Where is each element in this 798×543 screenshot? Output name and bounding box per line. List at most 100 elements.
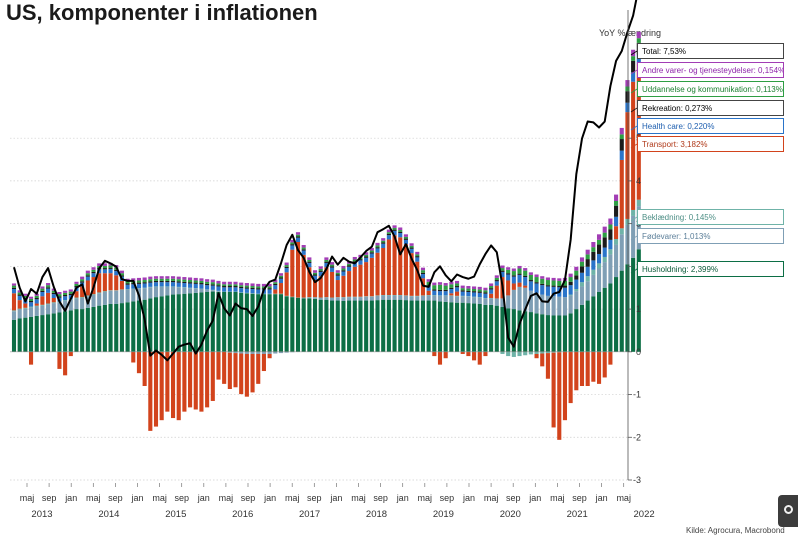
bar-segment-fode bbox=[57, 302, 62, 313]
bar-segment-health bbox=[136, 283, 142, 289]
bar-segment-transport bbox=[614, 226, 619, 240]
bar-segment-hush bbox=[148, 298, 153, 352]
bar-segment-fode bbox=[375, 295, 380, 301]
bar-segment-transport bbox=[596, 351, 602, 384]
bar-segment-uddannelse bbox=[636, 38, 641, 43]
bar-segment-fode bbox=[182, 287, 187, 294]
x-month-label: sep bbox=[307, 493, 322, 503]
bar-segment-transport bbox=[256, 353, 261, 384]
bar-segment-uddannelse bbox=[142, 280, 147, 283]
bar-segment-transport bbox=[23, 303, 28, 308]
bar-segment-rekreation bbox=[176, 281, 181, 283]
bar-segment-health bbox=[307, 262, 312, 268]
bar-segment-hush bbox=[619, 270, 624, 352]
bar-segment-uddannelse bbox=[222, 284, 227, 287]
bar-segment-uddannelse bbox=[188, 280, 193, 283]
bar-segment-hush bbox=[557, 315, 562, 352]
bar-segment-fode bbox=[619, 234, 624, 271]
bar-segment-andre bbox=[426, 279, 431, 282]
bar-segment-uddannelse bbox=[295, 234, 301, 237]
bar-segment-hush bbox=[295, 297, 301, 352]
legend-item-health: Health care: 0,220% bbox=[637, 118, 784, 134]
bar-segment-andre bbox=[511, 268, 516, 272]
bar-segment-health bbox=[596, 253, 602, 264]
bar-segment-rekreation bbox=[108, 267, 113, 269]
bar-segment-andre bbox=[188, 277, 193, 281]
bar-segment-rekreation bbox=[11, 287, 17, 290]
bar-segment-health bbox=[188, 283, 193, 288]
bar-segment-hush bbox=[165, 295, 170, 352]
bar-segment-bekl bbox=[545, 351, 550, 354]
bar-segment-hush bbox=[312, 298, 318, 352]
bar-segment-uddannelse bbox=[545, 280, 550, 286]
bar-segment-andre bbox=[415, 251, 420, 255]
bar-segment-hush bbox=[176, 294, 181, 352]
bar-segment-fode bbox=[596, 268, 602, 292]
bar-segment-hush bbox=[11, 319, 17, 352]
bar-segment-hush bbox=[205, 292, 210, 352]
bar-segment-hush bbox=[261, 294, 266, 352]
legend-item-hush: Husholdning: 2,399% bbox=[637, 261, 784, 277]
bar-segment-hush bbox=[562, 315, 568, 352]
x-month-label: jan bbox=[528, 493, 541, 503]
bar-segment-health bbox=[392, 230, 397, 236]
bar-segment-hush bbox=[244, 293, 249, 352]
y-tick-label: 4 bbox=[636, 176, 641, 186]
bar-segment-uddannelse bbox=[449, 284, 454, 288]
bar-segment-fode bbox=[267, 351, 272, 354]
bar-segment-fode bbox=[517, 286, 522, 311]
bar-segment-health bbox=[256, 289, 261, 294]
bar-segment-hush bbox=[381, 299, 386, 352]
bar-segment-andre bbox=[46, 283, 51, 286]
bar-segment-health bbox=[341, 271, 346, 276]
bar-segment-bekl bbox=[63, 300, 68, 301]
bar-segment-uddannelse bbox=[278, 275, 284, 278]
bar-segment-rekreation bbox=[625, 91, 630, 103]
bar-segment-rekreation bbox=[392, 229, 397, 231]
bar-segment-rekreation bbox=[596, 244, 602, 254]
x-month-label: maj bbox=[86, 493, 101, 503]
bar-segment-transport bbox=[562, 351, 568, 421]
bar-segment-health bbox=[295, 237, 301, 243]
bar-segment-transport bbox=[330, 271, 335, 298]
expand-icon[interactable] bbox=[778, 495, 798, 527]
bar-segment-andre bbox=[608, 218, 613, 225]
bar-segment-transport bbox=[148, 351, 153, 431]
x-year-label: 2016 bbox=[232, 509, 253, 520]
bar-segment-fode bbox=[193, 288, 198, 293]
x-month-label: sep bbox=[42, 493, 57, 503]
bar-segment-fode bbox=[631, 215, 636, 258]
bar-segment-health bbox=[199, 284, 204, 289]
x-month-label: jan bbox=[462, 493, 475, 503]
bar-segment-andre bbox=[551, 277, 556, 281]
bar-segment-andre bbox=[545, 277, 550, 281]
bar-segment-fode bbox=[460, 296, 465, 303]
bar-segment-health bbox=[278, 278, 284, 284]
bar-segment-andre bbox=[85, 270, 90, 274]
bar-segment-andre bbox=[534, 274, 539, 278]
bar-segment-health bbox=[125, 284, 130, 290]
bar-segment-fode bbox=[278, 351, 284, 354]
bar-segment-fode bbox=[437, 295, 443, 302]
bar-segment-uddannelse bbox=[250, 286, 255, 288]
bar-segment-fode bbox=[398, 295, 403, 300]
bar-segment-uddannelse bbox=[398, 230, 403, 232]
bar-segment-andre bbox=[216, 280, 221, 284]
legend-connector-fode bbox=[630, 235, 638, 241]
bar-segment-hush bbox=[420, 300, 426, 352]
bar-segment-health bbox=[108, 268, 113, 274]
bar-segment-rekreation bbox=[136, 282, 142, 284]
legend-connector-health bbox=[630, 125, 638, 131]
bar-segment-fode bbox=[454, 296, 460, 303]
bar-segment-andre bbox=[477, 286, 482, 290]
bar-segment-health bbox=[551, 286, 556, 297]
x-month-label: sep bbox=[108, 493, 123, 503]
bar-segment-andre bbox=[420, 267, 426, 271]
bar-segment-transport bbox=[153, 351, 159, 427]
bar-segment-uddannelse bbox=[51, 290, 56, 293]
x-month-label: jan bbox=[263, 493, 276, 503]
bar-segment-bekl bbox=[523, 351, 528, 356]
bar-segment-transport bbox=[227, 352, 232, 389]
bar-segment-transport bbox=[517, 282, 522, 287]
bar-segment-hush bbox=[602, 287, 607, 352]
